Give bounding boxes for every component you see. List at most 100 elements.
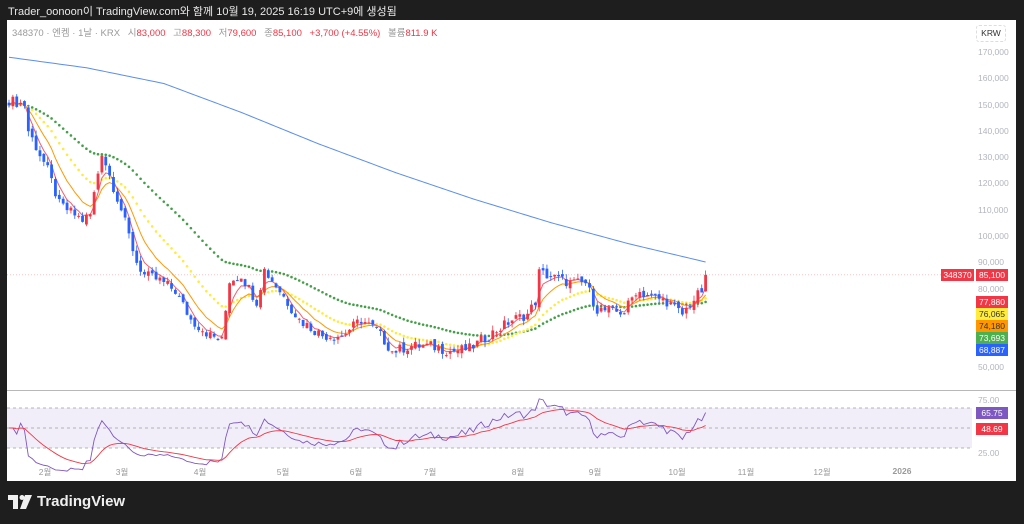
candle-body bbox=[96, 173, 100, 190]
ema-long-dot bbox=[42, 112, 46, 115]
ema-mid-dot bbox=[383, 325, 386, 328]
candle-body bbox=[301, 319, 305, 327]
ema-mid-dot bbox=[510, 334, 514, 338]
candle-body bbox=[367, 322, 371, 324]
ema-mid-dot bbox=[572, 293, 576, 297]
chart-panel[interactable] bbox=[7, 20, 1016, 481]
ema-mid-dot bbox=[181, 259, 185, 263]
candle-body bbox=[688, 306, 692, 308]
candle-body bbox=[54, 179, 57, 197]
candle-body bbox=[530, 304, 533, 313]
candle-body bbox=[255, 299, 259, 306]
ema-long-dot bbox=[487, 334, 491, 338]
ema-10-line bbox=[8, 103, 706, 351]
ema-mid-dot bbox=[402, 334, 406, 338]
ema-long-dot bbox=[530, 328, 533, 331]
candle-body bbox=[348, 329, 351, 333]
ema-mid-dot bbox=[212, 297, 216, 301]
candle-body bbox=[661, 298, 665, 301]
ema-mid-dot bbox=[503, 337, 506, 341]
ema-long-dot bbox=[557, 314, 560, 318]
ema-mid-dot bbox=[607, 296, 611, 300]
symbol-info[interactable]: 348370 · 엔켐 · 1날 · KRX bbox=[12, 28, 121, 39]
ema-mid-dot bbox=[506, 336, 510, 339]
rsi-axis-label: 25.00 bbox=[978, 448, 1000, 458]
candle-body bbox=[406, 350, 410, 355]
ema-long-dot bbox=[185, 222, 189, 226]
ema-long-dot bbox=[100, 152, 104, 156]
ema-long-dot bbox=[456, 331, 460, 335]
ema-long-dot bbox=[661, 302, 665, 305]
ema-long-dot bbox=[437, 326, 440, 330]
candle-body bbox=[11, 96, 15, 107]
candle-body bbox=[189, 315, 193, 320]
ema-mid-dot bbox=[537, 318, 541, 321]
candle-body bbox=[259, 290, 262, 308]
ema-long-dot bbox=[127, 165, 131, 169]
candle-body bbox=[375, 326, 379, 328]
ma-value-tag: 77,880 bbox=[976, 296, 1008, 308]
candle-body bbox=[448, 351, 452, 354]
ema-mid-dot bbox=[127, 190, 131, 194]
ema-long-dot bbox=[336, 298, 340, 302]
ema-long-dot bbox=[325, 293, 328, 296]
ema-long-dot bbox=[270, 270, 274, 273]
candle-body bbox=[274, 283, 278, 288]
ema-long-dot bbox=[239, 263, 243, 267]
ema-mid-dot bbox=[688, 301, 692, 305]
currency-button[interactable]: KRW bbox=[976, 25, 1006, 42]
ema-long-dot bbox=[588, 304, 591, 308]
candle-body bbox=[309, 323, 313, 331]
high-value: 88,300 bbox=[181, 28, 211, 39]
ema-mid-dot bbox=[30, 108, 34, 112]
ema-long-dot bbox=[340, 300, 344, 303]
ema-long-dot bbox=[216, 255, 220, 258]
ema-long-dot bbox=[425, 324, 429, 327]
candle-body bbox=[394, 350, 398, 353]
ema-mid-dot bbox=[684, 301, 688, 305]
ema-long-dot bbox=[92, 152, 96, 155]
ema-long-dot bbox=[386, 311, 390, 315]
close-label: 종 bbox=[264, 28, 273, 39]
ema-long-dot bbox=[243, 264, 247, 268]
ema-long-dot bbox=[541, 322, 545, 325]
candle-body bbox=[487, 340, 491, 342]
candle-body bbox=[491, 330, 495, 340]
ema-mid-dot bbox=[189, 270, 193, 273]
ma-value-tag: 76,065 bbox=[976, 308, 1008, 320]
ema-long-dot bbox=[201, 239, 204, 243]
ema-mid-dot bbox=[65, 153, 69, 157]
ema-long-dot bbox=[704, 300, 707, 304]
ema-mid-dot bbox=[201, 285, 204, 288]
ema-mid-dot bbox=[611, 297, 615, 301]
ema-mid-dot bbox=[568, 295, 572, 299]
ema-long-dot bbox=[561, 312, 564, 316]
time-axis-label: 2월 bbox=[38, 467, 52, 477]
ema-long-dot bbox=[208, 247, 212, 251]
candle-body bbox=[282, 293, 286, 297]
ema-mid-dot bbox=[437, 340, 440, 344]
candle-body bbox=[684, 307, 688, 314]
ema-long-dot bbox=[162, 200, 166, 203]
candle-body bbox=[568, 280, 572, 289]
ema-5-line bbox=[8, 101, 707, 353]
candle-body bbox=[549, 276, 553, 278]
ema-long-dot bbox=[108, 154, 111, 157]
ema-long-dot bbox=[452, 330, 456, 334]
ema-long-dot bbox=[564, 311, 568, 315]
candle-body bbox=[522, 314, 526, 321]
ema-long-dot bbox=[468, 333, 471, 336]
pane-separator[interactable] bbox=[7, 390, 1016, 391]
candle-body bbox=[444, 355, 448, 357]
candle-body bbox=[456, 350, 460, 354]
ema-long-dot bbox=[417, 322, 421, 326]
candle-body bbox=[57, 194, 61, 200]
candle-body bbox=[235, 280, 239, 282]
candle-body bbox=[150, 270, 154, 274]
candle-body bbox=[7, 102, 11, 106]
candle-body bbox=[332, 339, 336, 341]
candle-body bbox=[286, 298, 290, 306]
ema-long-dot bbox=[317, 288, 320, 292]
candle-body bbox=[611, 307, 615, 309]
ema-mid-dot bbox=[158, 234, 162, 238]
